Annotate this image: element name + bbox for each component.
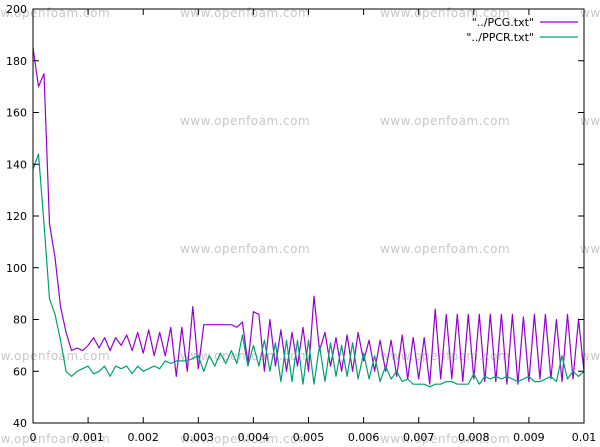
x-tick-label: 0.002 <box>127 431 159 444</box>
watermark-layer: www.openfoam.com www.openfoam.com www.open… <box>0 6 600 446</box>
x-tick-label: 0.007 <box>403 431 435 444</box>
y-tick-label: 160 <box>6 107 27 120</box>
y-tick-label: 200 <box>6 3 27 16</box>
x-tick-label: 0.001 <box>72 431 104 444</box>
x-tick-label: 0.009 <box>513 431 545 444</box>
axis-ticks: 0 0.001 0.002 0.003 0.004 0.005 0.006 0.007 0.00… <box>6 3 596 444</box>
watermark-text: www.openfoam.com <box>0 432 110 446</box>
legend-label-2: "../PPCR.txt" <box>466 31 534 44</box>
x-tick-label: 0.01 <box>572 431 597 444</box>
series-line-2 <box>32 153 585 388</box>
x-tick-label: 0.003 <box>183 431 215 444</box>
watermark-text: www.openfoam.com <box>180 242 310 256</box>
watermark-text: www.openfoam.com <box>180 6 310 20</box>
x-tick-label: 0.006 <box>348 431 380 444</box>
watermark-text: www.openfoam.com <box>580 6 600 20</box>
x-tick-label: 0.005 <box>293 431 325 444</box>
x-tick-label: 0 <box>30 431 37 444</box>
plot-lines <box>32 47 585 388</box>
watermark-text: www.openfoam.com <box>0 349 110 363</box>
watermark-text: www.openfoam.com <box>180 114 310 128</box>
y-tick-label: 40 <box>13 417 27 430</box>
watermark-text: www.openfoam.com <box>380 114 510 128</box>
watermark-text: www.openfoam.com <box>580 349 600 363</box>
watermark-text: www.openfoam.com <box>380 432 510 446</box>
y-tick-label: 60 <box>13 365 27 378</box>
y-tick-label: 80 <box>13 314 27 327</box>
legend: "../PCG.txt" "../PPCR.txt" <box>466 16 578 44</box>
legend-label-1: "../PCG.txt" <box>472 16 534 29</box>
watermark-text: www.openfoam.com <box>380 349 510 363</box>
y-tick-label: 140 <box>6 158 27 171</box>
y-tick-label: 120 <box>6 210 27 223</box>
series-line-1 <box>32 47 585 385</box>
y-tick-label: 100 <box>6 262 27 275</box>
watermark-text: www.openfoam.com <box>580 114 600 128</box>
watermark-text: www.openfoam.com <box>180 432 310 446</box>
x-tick-label: 0.008 <box>458 431 490 444</box>
watermark-text: www.openfoam.com <box>380 242 510 256</box>
x-tick-label: 0.004 <box>238 431 270 444</box>
watermark-text: www.openfoam.com <box>580 242 600 256</box>
y-tick-label: 180 <box>6 55 27 68</box>
